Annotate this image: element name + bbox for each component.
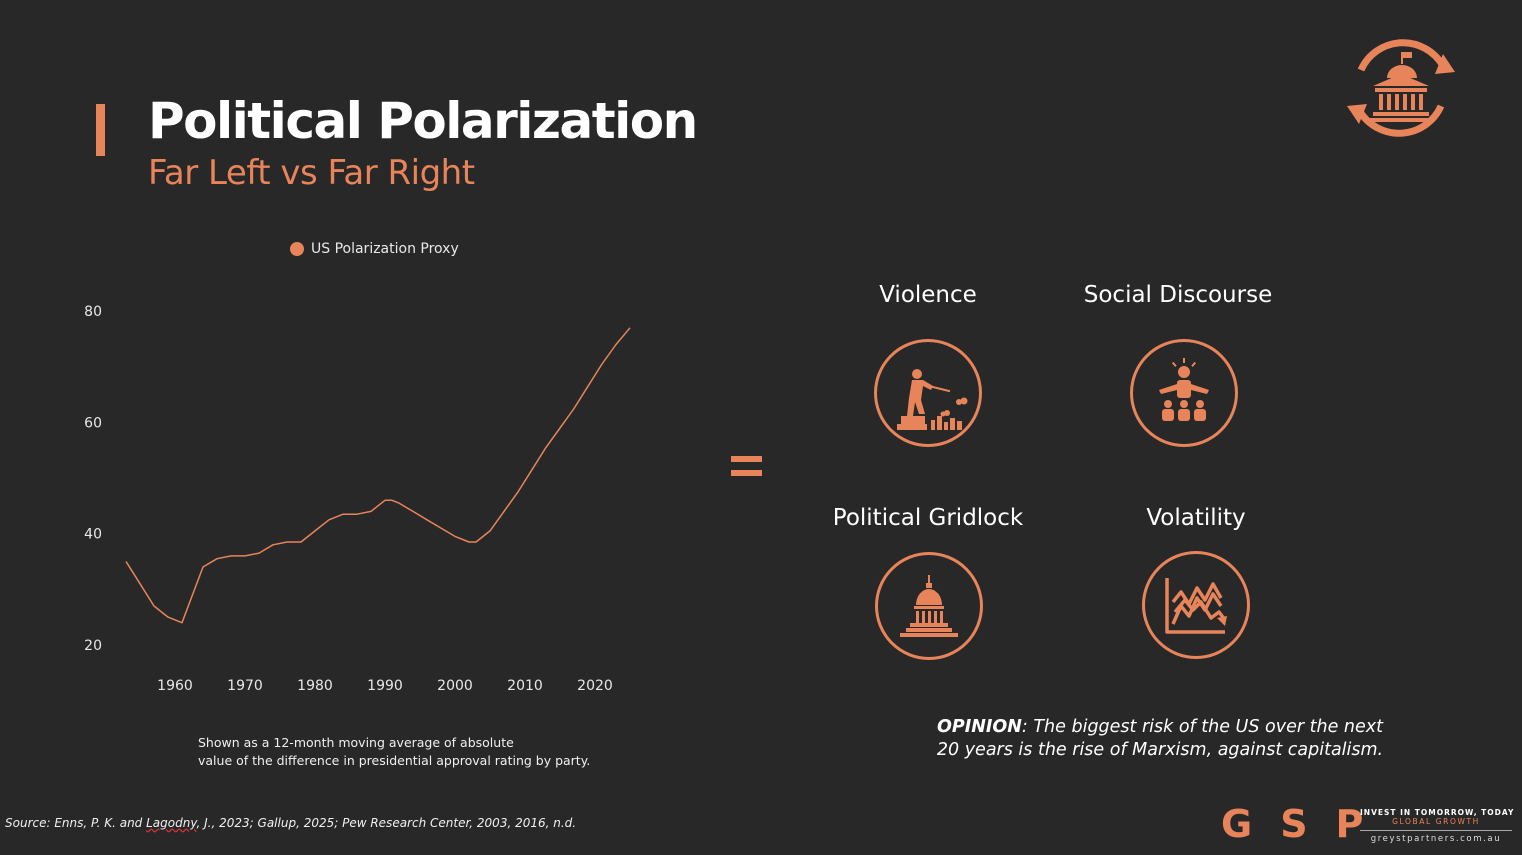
chart-legend: US Polarization Proxy [290,241,459,257]
x-tick-label: 1970 [227,678,263,694]
source-flagged-word: Lagodny [146,816,197,830]
source-citation: Source: Enns, P. K. and Lagodny, J., 202… [5,816,576,830]
volatile-chart-icon [1142,551,1250,659]
equals-bar-top [731,456,762,462]
series-line-us-polarization-proxy [125,327,631,624]
legend-label: US Polarization Proxy [311,241,459,257]
risk-label-political-gridlock: Political Gridlock [832,505,1024,531]
risk-label-social-discourse: Social Discourse [1083,282,1273,308]
brand-block: INVEST IN TOMORROW, TODAY GLOBAL GROWTH … [1360,808,1515,844]
page-title: Political Polarization [148,92,698,150]
chart-note: Shown as a 12-month moving average of ab… [198,734,590,770]
x-tick-label: 1990 [367,678,403,694]
brand-letters: GSP [1221,802,1392,846]
brand-divider [1360,830,1512,831]
brand-url: greystpartners.com.au [1370,834,1502,844]
x-tick-label: 2010 [507,678,543,694]
x-tick-label: 2020 [577,678,613,694]
risk-label-violence: Violence [879,282,977,308]
y-tick-label: 20 [84,638,102,654]
chart-note-line-2: value of the difference in presidential … [198,753,591,768]
chart-note-line-1: Shown as a 12-month moving average of ab… [198,735,514,750]
opinion-line-1: OPINION: The biggest risk of the US over… [935,716,1385,739]
opinion-text-1: : The biggest risk of the US over the ne… [1021,717,1383,737]
government-building-cycle-icon [1343,36,1459,142]
risk-label-volatility: Volatility [1146,505,1246,531]
speaker-crowd-icon [1130,339,1238,447]
page-subtitle: Far Left vs Far Right [148,153,475,193]
shooter-icon [874,339,982,447]
y-tick-label: 80 [84,304,102,320]
x-tick-label: 2000 [437,678,473,694]
capitol-dome-icon [875,552,983,660]
brand-tagline: INVEST IN TOMORROW, TODAY [1360,808,1515,817]
x-tick-label: 1960 [157,678,193,694]
legend-swatch [290,242,304,256]
equals-sign [731,456,762,484]
source-prefix: Source: Enns, P. K. and [5,816,147,830]
x-tick-label: 1980 [297,678,333,694]
brand-subline: GLOBAL GROWTH [1392,817,1480,826]
y-tick-label: 40 [84,527,102,543]
polarization-line-chart: 80 60 40 20 1960 1970 1980 1990 2000 2010 2020 [84,304,631,694]
opinion-statement: OPINION: The biggest risk of the US over… [935,716,1385,762]
y-tick-label: 60 [84,415,102,431]
equals-bar-bottom [731,470,762,476]
title-accent-bar [96,104,105,156]
opinion-label: OPINION [937,717,1022,737]
source-suffix: , J., 2023; Gallup, 2025; Pew Research C… [196,816,577,830]
opinion-line-2: 20 years is the rise of Marxism, against… [936,740,1384,760]
